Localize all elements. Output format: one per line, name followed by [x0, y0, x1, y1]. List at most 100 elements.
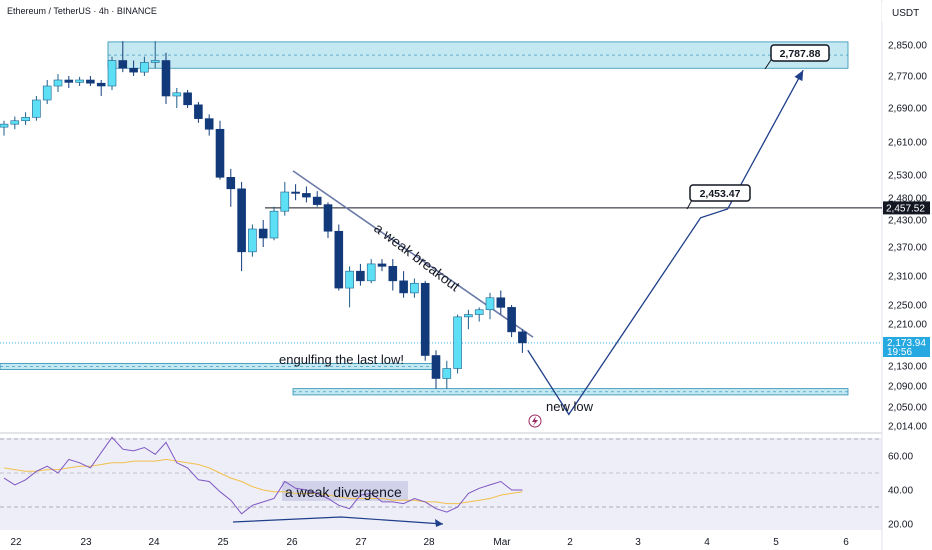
- candle-body[interactable]: [10, 120, 20, 125]
- level-price-tag-box: [883, 201, 930, 215]
- projection-path[interactable]: [527, 69, 804, 416]
- candle-body[interactable]: [269, 210, 279, 239]
- candle-body[interactable]: [215, 128, 225, 178]
- projection-arrowhead: [794, 70, 804, 82]
- price-tick-label: 2,050.00: [888, 403, 927, 414]
- candle-body[interactable]: [140, 62, 149, 73]
- candle-body[interactable]: [431, 355, 441, 379]
- candle-body[interactable]: [356, 270, 365, 282]
- target-mid-pointer: [686, 199, 693, 210]
- candle-body[interactable]: [366, 263, 376, 282]
- current-price-value: 2,173.94: [887, 338, 926, 349]
- candle-body[interactable]: [464, 314, 473, 318]
- candle-body[interactable]: [258, 228, 268, 239]
- rsi-tick-label: 60.00: [888, 452, 913, 463]
- rsi-tick-label: 40.00: [888, 486, 913, 497]
- divergence-line[interactable]: [232, 516, 444, 525]
- candle-body[interactable]: [118, 60, 128, 69]
- candle-body[interactable]: [291, 191, 300, 194]
- candle-body[interactable]: [518, 331, 527, 344]
- divergence-label-bg: [282, 481, 408, 501]
- candle-body[interactable]: [0, 123, 9, 128]
- price-axis[interactable]: 2,850.00 2,770.00 2,690.00 2,610.00 2,530.00…: [888, 41, 927, 433]
- candle-body[interactable]: [507, 307, 516, 333]
- price-tick-label: 2,770.00: [888, 72, 927, 83]
- candle-body[interactable]: [150, 60, 160, 63]
- candle-body[interactable]: [485, 297, 495, 311]
- price-tick-label: 2,014.00: [888, 422, 927, 433]
- candle-body[interactable]: [442, 368, 452, 379]
- time-tick-label: 2: [567, 537, 573, 548]
- candle-body[interactable]: [129, 67, 138, 73]
- candle-body[interactable]: [237, 188, 246, 253]
- candle-body[interactable]: [21, 117, 30, 122]
- currency-box[interactable]: [882, 2, 930, 22]
- divergence-annotation: a weak divergence: [285, 484, 402, 500]
- divergence-arrowhead: [435, 519, 443, 527]
- candle-body[interactable]: [204, 118, 214, 130]
- candle-body[interactable]: [75, 79, 84, 83]
- candle-body[interactable]: [388, 266, 398, 282]
- target-high-callout[interactable]: 2,787.88: [764, 44, 830, 70]
- candle-body[interactable]: [496, 297, 506, 308]
- price-tick-label: 2,530.00: [888, 171, 927, 182]
- level-price-tag[interactable]: 2,457.52: [883, 201, 930, 215]
- price-tick-label: 2,130.00: [888, 362, 927, 373]
- candle-body[interactable]: [107, 60, 117, 87]
- price-tick-label: 2,480.00: [888, 194, 927, 205]
- lightning-icon[interactable]: [528, 414, 542, 428]
- target-mid-callout[interactable]: 2,453.47: [686, 184, 751, 210]
- time-tick-label: 3: [635, 537, 641, 548]
- target-high-box: [770, 44, 830, 62]
- chart-title: Ethereum / TetherUS · 4h · BINANCE: [7, 6, 157, 16]
- target-mid-box: [689, 184, 751, 202]
- candle-body[interactable]: [172, 92, 182, 97]
- candle-body[interactable]: [399, 280, 408, 294]
- target-high-pointer: [764, 59, 772, 70]
- time-tick-label: 23: [80, 537, 92, 548]
- candle-body[interactable]: [42, 85, 52, 101]
- candle-body[interactable]: [474, 309, 484, 315]
- current-price-tag[interactable]: 2,173.94 19:56: [883, 337, 930, 358]
- rsi-line[interactable]: [3, 436, 523, 515]
- time-tick-label: 27: [355, 537, 367, 548]
- rsi-tick-label: 20.00: [888, 520, 913, 531]
- candle-body[interactable]: [194, 104, 203, 119]
- time-tick-label: 24: [148, 537, 160, 548]
- candle-body[interactable]: [453, 316, 462, 369]
- candles-group: [0, 41, 527, 389]
- rsi-ma-line[interactable]: [3, 458, 523, 505]
- time-axis[interactable]: 22 23 24 25 26 27 28 Mar 2 3 4 5 6: [10, 537, 849, 548]
- target-mid-label: 2,453.47: [700, 188, 741, 200]
- price-tick-label: 2,310.00: [888, 272, 927, 283]
- candle-body[interactable]: [377, 263, 387, 267]
- candle-body[interactable]: [161, 60, 171, 97]
- rsi-panel[interactable]: [0, 438, 882, 530]
- engulfing-annotation: engulfing the last low!: [279, 352, 404, 367]
- candle-body[interactable]: [32, 99, 41, 118]
- candle-body[interactable]: [183, 92, 192, 106]
- time-tick-label: 5: [773, 537, 779, 548]
- current-price-tag-box: [883, 337, 930, 357]
- candle-body[interactable]: [96, 82, 106, 87]
- candle-body[interactable]: [420, 282, 430, 356]
- price-tick-label: 2,690.00: [888, 104, 927, 115]
- candle-body[interactable]: [302, 193, 311, 198]
- candle-body[interactable]: [345, 270, 354, 289]
- candle-body[interactable]: [53, 79, 63, 87]
- candle-body[interactable]: [410, 282, 419, 294]
- candle-body[interactable]: [334, 230, 344, 289]
- currency-label: USDT: [892, 8, 919, 19]
- rsi-axis[interactable]: 60.00 40.00 20.00: [888, 452, 913, 531]
- candle-body[interactable]: [280, 191, 290, 212]
- price-tick-label: 2,430.00: [888, 216, 927, 227]
- candle-body[interactable]: [323, 204, 333, 232]
- candle-body[interactable]: [312, 196, 322, 205]
- time-tick-label: 4: [704, 537, 710, 548]
- candle-body[interactable]: [226, 177, 236, 190]
- candle-body[interactable]: [248, 228, 257, 253]
- candle-body[interactable]: [86, 79, 95, 84]
- time-tick-label: 28: [423, 537, 435, 548]
- candle-body[interactable]: [64, 79, 74, 83]
